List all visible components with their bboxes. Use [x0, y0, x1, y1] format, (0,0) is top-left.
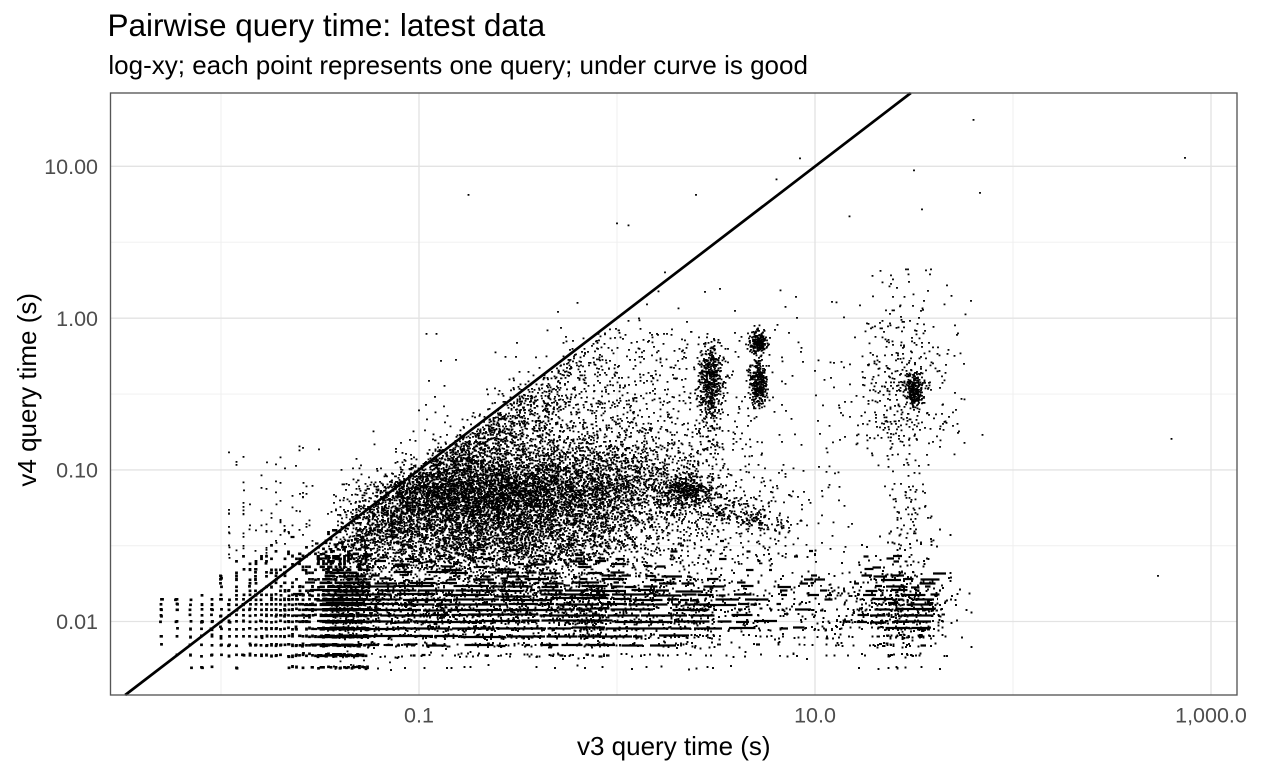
- svg-text:1.00: 1.00: [56, 307, 98, 331]
- svg-text:1,000.0: 1,000.0: [1175, 704, 1247, 728]
- svg-text:v3 query time (s): v3 query time (s): [577, 731, 771, 761]
- svg-text:v4 query time (s): v4 query time (s): [12, 293, 42, 487]
- svg-text:0.10: 0.10: [56, 459, 98, 483]
- svg-text:Pairwise query time: latest da: Pairwise query time: latest data: [108, 7, 546, 43]
- svg-text:10.0: 10.0: [794, 704, 836, 728]
- svg-text:log-xy; each point represents: log-xy; each point represents one query;…: [108, 50, 808, 80]
- svg-text:10.00: 10.00: [44, 155, 98, 179]
- svg-text:0.01: 0.01: [56, 610, 98, 634]
- svg-text:0.1: 0.1: [404, 704, 434, 728]
